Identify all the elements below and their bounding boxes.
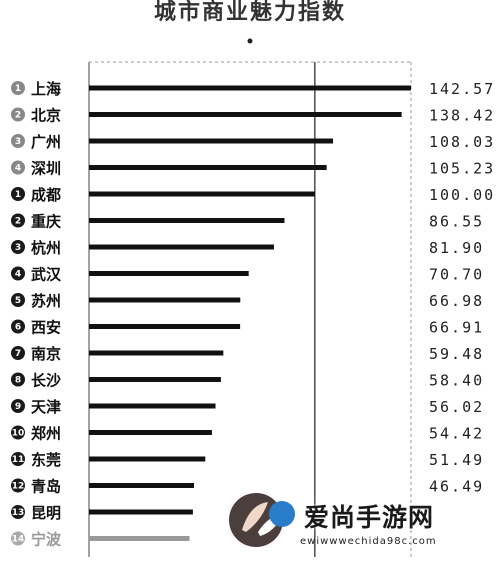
city-label: 上海 xyxy=(31,80,61,98)
bar xyxy=(89,536,190,541)
rank-badge xyxy=(11,213,25,228)
city-label: 昆明 xyxy=(31,504,61,522)
bar xyxy=(89,456,206,462)
bar xyxy=(89,430,212,435)
bar xyxy=(89,324,241,329)
bar xyxy=(89,138,333,144)
value-label: 70.70 xyxy=(429,266,484,284)
bar xyxy=(89,244,274,250)
rank-badge xyxy=(11,478,25,493)
rank-badge-label: 2 xyxy=(15,111,21,121)
city-label: 西安 xyxy=(31,319,61,337)
rank-badge-label: 9 xyxy=(15,402,21,412)
bar xyxy=(89,191,315,197)
value-label: 108.03 xyxy=(429,133,495,151)
rank-badge-label: 4 xyxy=(15,164,21,174)
chart-title: 城市商业魅力指数 xyxy=(153,0,346,25)
title-dot xyxy=(247,38,253,44)
city-label: 武汉 xyxy=(31,266,62,284)
rank-badge-label: 4 xyxy=(15,270,21,280)
rank-badge xyxy=(11,240,25,254)
bar xyxy=(89,165,327,170)
value-label: 81.90 xyxy=(429,239,484,257)
rank-badge-label: 13 xyxy=(12,508,25,518)
city-label: 长沙 xyxy=(31,372,61,390)
rank-badge-label: 5 xyxy=(15,296,21,306)
city-label: 杭州 xyxy=(31,239,61,257)
rank-badge-label: 1 xyxy=(15,84,21,94)
value-label: 46.49 xyxy=(429,478,484,496)
watermark-url: ewiwwwechida98c.com xyxy=(300,536,437,547)
rank-badge xyxy=(11,134,25,148)
rank-badge xyxy=(11,399,25,413)
city-label: 南京 xyxy=(31,345,61,363)
rank-badge-label: 2 xyxy=(15,217,21,227)
value-label: 100.00 xyxy=(429,186,495,204)
city-label: 郑州 xyxy=(31,425,61,443)
bar xyxy=(89,350,224,356)
bar xyxy=(89,218,285,223)
rank-badge xyxy=(11,425,25,440)
value-label: 54.42 xyxy=(429,425,484,443)
city-label: 北京 xyxy=(31,107,61,125)
rank-badge xyxy=(11,531,25,546)
watermark-logo-icon xyxy=(229,493,295,547)
city-label: 宁波 xyxy=(31,531,62,549)
rank-badge xyxy=(11,319,25,334)
rank-badge-label: 7 xyxy=(15,349,21,359)
rank-badge-label: 6 xyxy=(15,323,21,333)
rank-badge xyxy=(11,293,25,307)
rank-badge-label: 14 xyxy=(12,535,25,545)
value-label: 138.42 xyxy=(429,107,495,125)
bar xyxy=(89,85,411,91)
rank-badge xyxy=(11,266,25,281)
rank-badge xyxy=(11,372,25,387)
rank-badge xyxy=(11,452,25,466)
watermark: 爱尚手游网 ewiwwwechida98c.com xyxy=(212,490,500,557)
watermark-text: 爱尚手游网 xyxy=(304,503,435,532)
city-label: 广州 xyxy=(31,133,61,151)
city-label: 重庆 xyxy=(31,213,61,231)
rank-badge xyxy=(11,346,25,360)
bar xyxy=(89,483,194,488)
city-label: 深圳 xyxy=(31,160,61,178)
value-label: 59.48 xyxy=(429,345,484,363)
value-label: 58.40 xyxy=(429,372,484,390)
city-label: 苏州 xyxy=(31,292,61,310)
rank-badge-label: 1 xyxy=(15,190,21,200)
city-label: 青岛 xyxy=(31,478,61,496)
bar xyxy=(89,271,249,276)
bar xyxy=(89,377,221,382)
rank-badge-label: 10 xyxy=(12,429,25,439)
rank-badge xyxy=(11,81,25,95)
rank-badge-label: 3 xyxy=(15,243,21,253)
city-label: 东莞 xyxy=(31,451,61,469)
value-label: 86.55 xyxy=(429,213,484,231)
bar xyxy=(89,403,216,409)
rank-badge-label: 11 xyxy=(12,455,25,465)
value-label: 56.02 xyxy=(429,398,484,416)
rank-badge-label: 12 xyxy=(12,482,25,492)
value-label: 142.57 xyxy=(429,80,495,98)
bar xyxy=(89,509,193,515)
rank-badge xyxy=(11,505,25,519)
value-label: 66.98 xyxy=(429,292,484,310)
city-label: 成都 xyxy=(31,186,61,204)
city-label: 天津 xyxy=(31,398,61,416)
value-label: 66.91 xyxy=(429,319,484,337)
rank-badge xyxy=(11,107,25,122)
bar xyxy=(89,112,402,117)
rank-badge xyxy=(11,187,25,201)
bar xyxy=(89,297,241,303)
value-label: 51.49 xyxy=(429,451,484,469)
rank-badge-label: 8 xyxy=(15,376,21,386)
rank-badge-label: 3 xyxy=(15,137,21,147)
rank-badge xyxy=(11,160,25,175)
value-label: 105.23 xyxy=(429,160,495,178)
